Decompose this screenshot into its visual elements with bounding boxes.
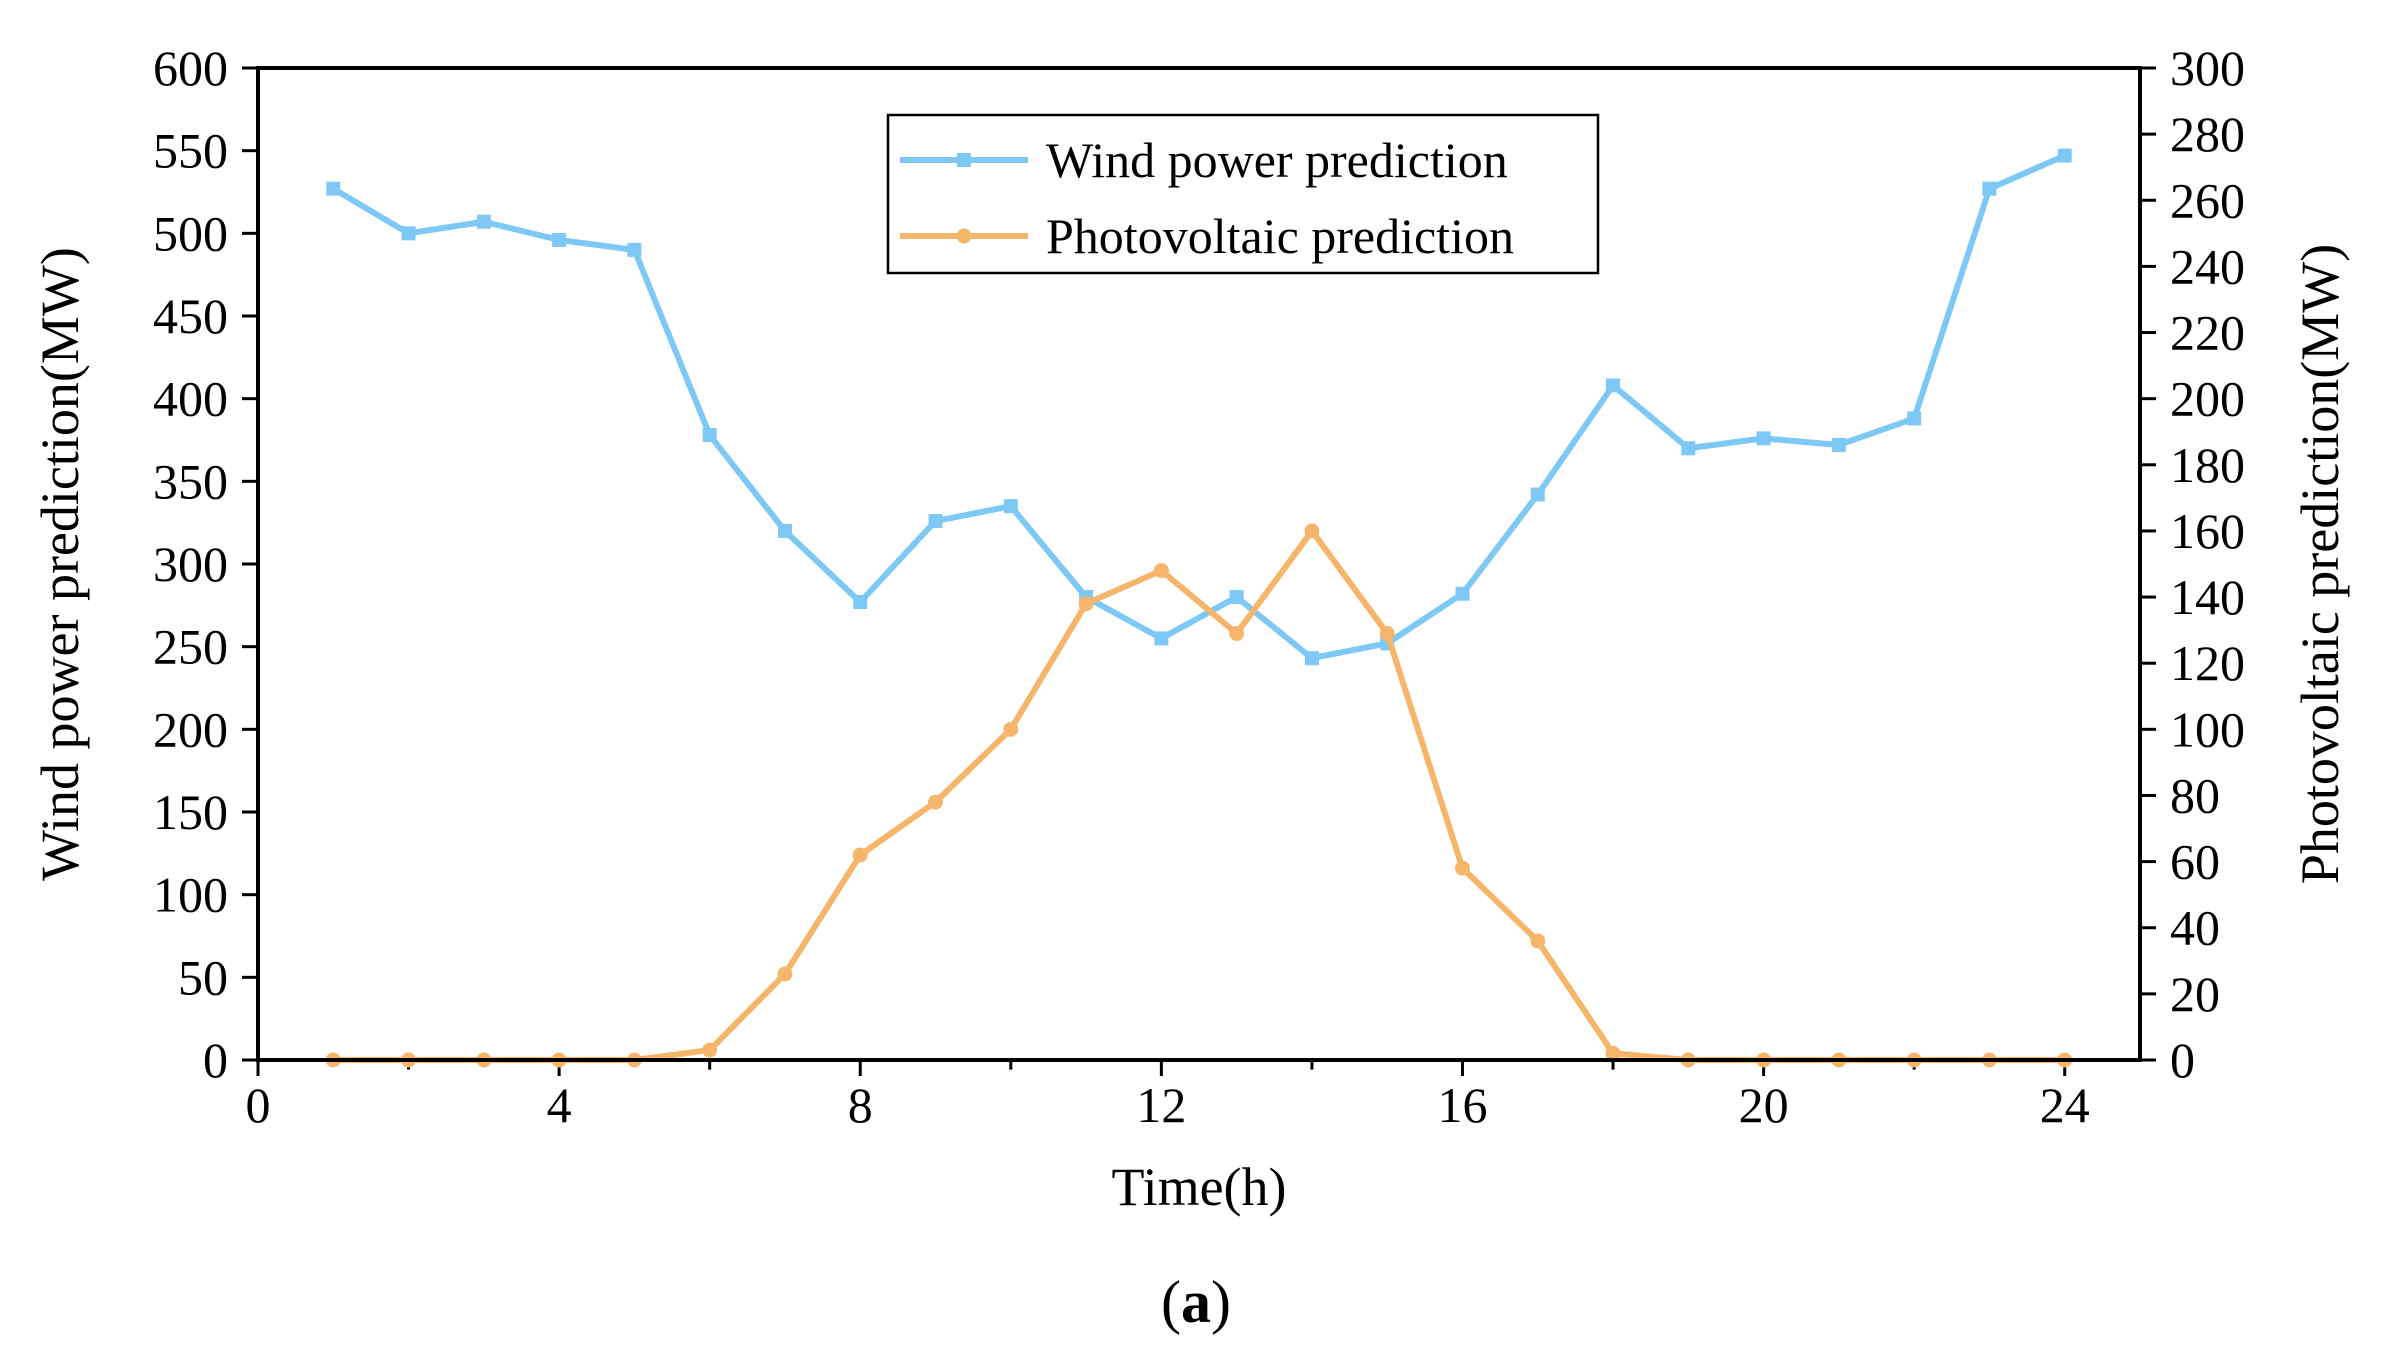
pv-data-point <box>1530 933 1546 949</box>
pv-data-point <box>1304 523 1320 539</box>
pv-data-point <box>702 1042 718 1058</box>
wind-data-point <box>1756 431 1771 446</box>
wind-data-point <box>326 181 341 196</box>
x-tick-label: 24 <box>2040 1077 2090 1133</box>
left-y-tick-label: 400 <box>153 371 228 427</box>
series-line-2 <box>333 527 2065 1063</box>
wind-data-point <box>1606 378 1621 393</box>
pv-data-point <box>852 847 868 863</box>
x-tick-label: 16 <box>1437 1077 1487 1133</box>
wind-data-point <box>1229 590 1244 605</box>
pv-data-point <box>1379 625 1395 641</box>
left-y-tick-label: 100 <box>153 867 228 923</box>
right-y-tick-label: 40 <box>2170 900 2220 956</box>
wind-data-point <box>1907 411 1922 426</box>
legend-swatch-marker <box>956 228 972 244</box>
pv-data-point <box>1153 563 1169 579</box>
pv-data-point <box>1605 1045 1621 1061</box>
wind-data-point <box>552 232 567 247</box>
left-y-tick-label: 150 <box>153 784 228 840</box>
wind-data-point <box>1455 586 1470 601</box>
wind-data-point <box>1530 487 1545 502</box>
legend: Wind power prediction Photovoltaic predic… <box>886 113 1600 275</box>
wind-data-point <box>401 226 416 241</box>
left-y-tick-label: 350 <box>153 453 228 509</box>
pv-data-point <box>1078 596 1094 612</box>
right-y-tick-label: 120 <box>2170 635 2245 691</box>
series-line-1 <box>331 152 2066 662</box>
x-tick-label: 8 <box>848 1077 873 1133</box>
x-tick-label: 20 <box>1739 1077 1789 1133</box>
wind-data-point <box>627 242 642 257</box>
right-y-tick-label: 60 <box>2170 834 2220 890</box>
caption-letter: a <box>1181 1269 1211 1335</box>
legend-box <box>886 113 1600 275</box>
pv-data-point <box>1229 625 1245 641</box>
wind-data-point <box>1154 631 1169 646</box>
right-y-tick-label: 240 <box>2170 238 2245 294</box>
right-y-tick-label: 180 <box>2170 437 2245 493</box>
left-y-tick-label: 500 <box>153 205 228 261</box>
left-y-tick-label: 200 <box>153 701 228 757</box>
pv-data-point <box>928 794 944 810</box>
left-y-tick-label: 300 <box>153 536 228 592</box>
wind-data-point <box>1304 651 1319 666</box>
right-y-tick-label: 260 <box>2170 172 2245 228</box>
legend-swatch-marker <box>957 153 971 167</box>
left-y-tick-label: 600 <box>153 40 228 96</box>
wind-data-point <box>2057 148 2072 163</box>
left-y-tick-label: 550 <box>153 123 228 179</box>
wind-data-point <box>1681 441 1696 456</box>
wind-data-point <box>1982 181 1997 196</box>
ticks-layer: 0 4 8 12 16 20 2405010015020025030035040045050… <box>153 40 2245 1133</box>
pv-data-point <box>1454 860 1470 876</box>
wind-data-point <box>1831 437 1846 452</box>
right-y-tick-label: 100 <box>2170 701 2245 757</box>
right-y-tick-label: 280 <box>2170 106 2245 162</box>
wind-data-point <box>777 523 792 538</box>
right-y-tick-label: 140 <box>2170 569 2245 625</box>
pv-data-point <box>1003 721 1019 737</box>
x-tick-label: 12 <box>1136 1077 1186 1133</box>
wind-data-point <box>702 428 717 443</box>
x-tick-label: 0 <box>246 1077 271 1133</box>
figure-caption: (a) <box>1161 1269 1231 1335</box>
right-y-tick-label: 20 <box>2170 966 2220 1022</box>
right-y-axis-title: Photovoltaic prediction(MW) <box>2290 244 2350 884</box>
series-layer <box>325 148 2073 1068</box>
right-y-tick-label: 160 <box>2170 503 2245 559</box>
right-y-tick-label: 80 <box>2170 767 2220 823</box>
left-y-tick-label: 50 <box>178 949 228 1005</box>
left-y-axis-title: Wind power prediction(MW) <box>30 247 90 881</box>
legend-label: Wind power prediction <box>1046 132 1508 188</box>
left-y-tick-label: 0 <box>203 1032 228 1088</box>
right-y-tick-label: 0 <box>2170 1032 2195 1088</box>
right-y-tick-label: 220 <box>2170 305 2245 361</box>
right-y-tick-label: 200 <box>2170 371 2245 427</box>
plot-frame <box>256 66 2142 1062</box>
left-y-tick-label: 250 <box>153 619 228 675</box>
legend-label: Photovoltaic prediction <box>1046 208 1514 264</box>
left-y-tick-label: 450 <box>153 288 228 344</box>
x-tick-label: 4 <box>547 1077 572 1133</box>
x-axis-title: Time(h) <box>1111 1157 1286 1217</box>
wind-data-point <box>1003 499 1018 514</box>
pv-data-point <box>777 966 793 982</box>
wind-data-point <box>853 595 868 610</box>
wind-data-point <box>476 214 491 229</box>
wind-data-point <box>928 514 943 529</box>
right-y-tick-label: 300 <box>2170 40 2245 96</box>
